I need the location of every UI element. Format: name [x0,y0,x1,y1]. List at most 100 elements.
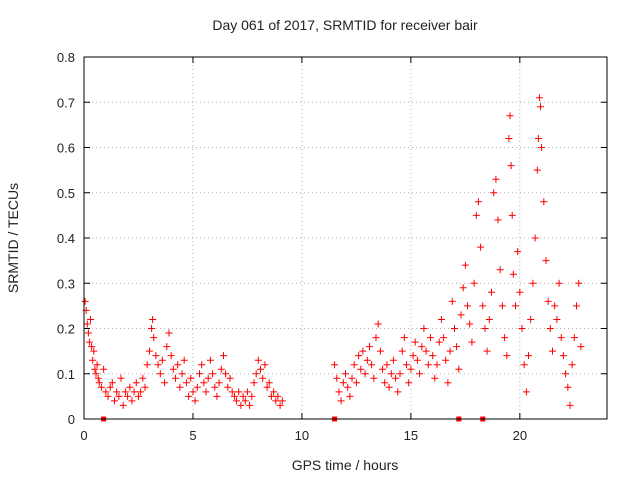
data-point [270,388,278,396]
data-point [81,297,89,305]
data-point [455,365,463,373]
data-point [145,347,153,355]
data-point [163,343,171,351]
x-tick-label: 5 [189,428,196,443]
data-point [100,365,108,373]
data-point [422,347,430,355]
data-point [477,243,485,251]
x-axis-title: GPS time / hours [292,457,399,473]
x-tick-label: 20 [513,428,527,443]
data-point [196,370,203,378]
data-point [169,365,177,373]
data-point [252,370,260,378]
data-point [474,198,482,206]
data-point [337,397,345,405]
y-tick-label: 0 [68,412,75,427]
data-point [93,361,101,369]
data-point [366,343,373,351]
data-point [83,320,91,328]
data-point [233,397,240,405]
data-point [272,397,280,405]
data-point [488,288,495,296]
data-point [87,316,94,323]
data-point [158,356,166,364]
data-point [250,379,258,387]
data-point [394,388,402,396]
data-point [522,388,530,396]
data-point [429,352,437,360]
data-point [383,361,391,369]
data-point [204,374,212,382]
data-point [187,374,195,382]
data-point [520,361,528,369]
data-point [409,352,417,360]
data-point [224,383,232,391]
data-point [119,401,127,409]
data-point [372,334,380,342]
data-point [448,297,456,305]
data-point [400,334,408,342]
y-tick-label: 0.3 [57,276,75,291]
data-point [389,356,397,364]
data-point [257,365,264,373]
data-point [202,388,210,396]
data-point [274,392,282,400]
data-point [215,379,223,387]
data-point [333,374,341,382]
data-point [420,325,428,332]
data-point [512,302,519,310]
data-point [557,334,565,342]
data-point [357,365,365,373]
data-point [130,388,138,396]
data-point [363,356,371,364]
data-point [276,401,284,409]
data-point [368,361,376,369]
data-point [433,361,441,369]
data-point [152,352,160,360]
data-point [418,343,426,351]
data-point [381,379,389,387]
data-point [403,361,410,369]
x-tick-label: 10 [295,428,309,443]
data-point [88,343,96,351]
data-point [174,361,182,369]
data-point [176,383,184,391]
data-point [143,361,151,369]
data-point [559,352,567,360]
data-point [568,361,576,369]
data-point [261,361,269,369]
y-axis-title: SRMTID / TECUs [5,183,21,293]
data-point [457,311,465,319]
data-point [189,388,197,396]
data-point [424,361,432,369]
data-point [540,198,548,206]
data-point [464,302,471,310]
data-point [440,334,448,342]
data-point [527,316,535,323]
data-point [185,392,193,400]
data-point [496,266,504,274]
data-point [514,248,522,256]
data-point [128,397,136,405]
data-point [551,302,559,310]
data-point [427,334,434,342]
data-point [259,374,267,382]
data-point [91,365,99,373]
data-point [494,216,502,224]
data-point [137,388,145,396]
data-point [220,352,227,360]
data-point [485,316,493,323]
data-point [518,325,526,332]
data-point [451,325,458,332]
data-point [111,397,118,405]
data-point [534,135,542,142]
data-point [385,383,393,391]
points-layer [81,94,585,409]
data-point [553,316,561,323]
data-point [150,334,158,342]
data-point [206,356,214,364]
data-point [470,279,478,287]
